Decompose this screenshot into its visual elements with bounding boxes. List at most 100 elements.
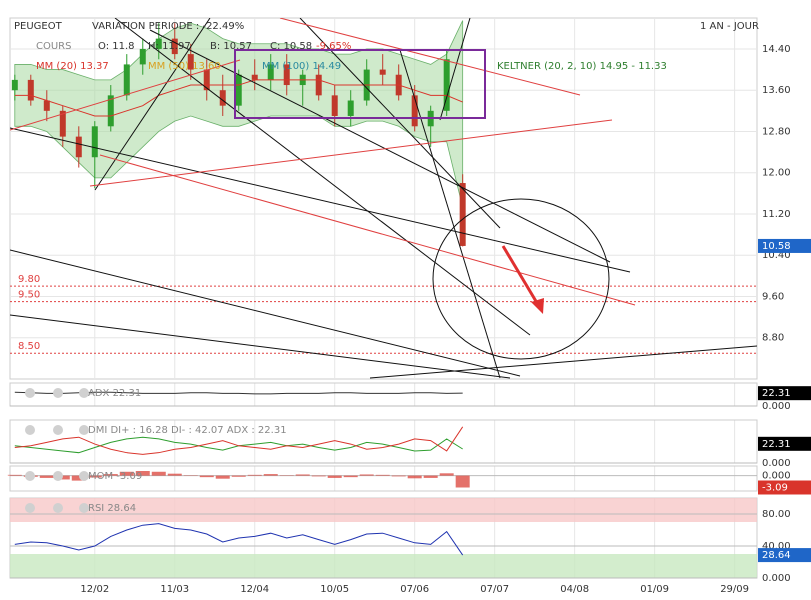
candle-body xyxy=(187,54,194,70)
panel-frame xyxy=(9,465,758,492)
candle-body xyxy=(347,100,354,116)
momentum-bar xyxy=(423,475,438,478)
arrow-head xyxy=(531,298,544,314)
legend-entry: -9.65% xyxy=(316,41,351,52)
y-tick-label: 0.000 xyxy=(762,458,791,469)
moving-average xyxy=(14,79,463,117)
panel-icon xyxy=(79,471,89,481)
momentum-bar xyxy=(295,474,310,476)
momentum-bar xyxy=(87,475,102,478)
candle-body xyxy=(27,79,34,101)
legend-entry: H: 11.97 xyxy=(148,41,191,52)
y-tick-label: 12.80 xyxy=(762,126,791,137)
trendline xyxy=(149,29,611,263)
y-tick-label: 80.00 xyxy=(762,509,791,520)
momentum-bar xyxy=(247,474,262,476)
legend-entry: MM (100) 14.49 xyxy=(262,61,341,72)
momentum-bar xyxy=(327,475,342,478)
trendline xyxy=(439,18,471,121)
overbought-zone xyxy=(10,498,757,522)
trendline xyxy=(10,59,241,131)
y-tick-label: 40.00 xyxy=(762,541,791,552)
chart-title: PEUGEOT xyxy=(14,21,63,32)
trendline xyxy=(99,154,636,306)
trendline xyxy=(279,18,581,96)
indicator-line xyxy=(14,391,463,395)
trendline xyxy=(89,119,613,187)
candle-body xyxy=(43,100,50,111)
candle-body xyxy=(171,38,178,55)
value-tag xyxy=(758,386,811,401)
price-tag xyxy=(758,238,811,253)
legend-entry: COURS xyxy=(36,41,71,52)
chart-subtitle: VARIATION PERIODE : -22.49% xyxy=(92,21,244,32)
momentum-bar xyxy=(231,475,246,477)
legend-entry: B: 10.57 xyxy=(210,41,252,52)
panel-icon xyxy=(79,388,89,398)
candle-body xyxy=(459,183,466,246)
trendline xyxy=(10,314,511,379)
trendline xyxy=(10,127,631,273)
y-tick-label: 8.80 xyxy=(762,333,784,344)
trendline xyxy=(10,249,521,377)
value-tag xyxy=(758,548,811,563)
panel-icon xyxy=(53,471,63,481)
candle-body xyxy=(107,95,114,127)
momentum-bar xyxy=(135,471,150,476)
panel-label: ADX 22.31 xyxy=(88,388,141,399)
value-tag xyxy=(758,436,811,451)
momentum-bar xyxy=(151,471,166,476)
candle-body xyxy=(251,74,258,80)
y-tick-label: 13.60 xyxy=(762,85,791,96)
legend-entry: C: 10.58 xyxy=(270,41,312,52)
y-tick-label: 0.000 xyxy=(762,573,791,584)
momentum-bar xyxy=(391,475,406,477)
candle-body xyxy=(331,95,338,116)
candle-body xyxy=(59,110,66,137)
momentum-bar xyxy=(55,475,70,480)
trendline xyxy=(94,18,211,191)
level-label: 9.80 xyxy=(18,274,40,285)
y-tick-label: 0.000 xyxy=(762,401,791,412)
panel-label: MOM -3.09 xyxy=(88,471,142,482)
value-tag-label: 22.31 xyxy=(762,388,791,399)
candle-body xyxy=(123,64,130,96)
momentum-bar xyxy=(439,473,454,476)
trendline xyxy=(299,18,501,229)
legend-entry: MM (20) 13.37 xyxy=(36,61,109,72)
panel-label: RSI 28.64 xyxy=(88,503,136,514)
panel-icon xyxy=(53,425,63,435)
x-tick-label: 10/05 xyxy=(320,584,349,595)
candle-body xyxy=(283,64,290,86)
base-layer: 14.40 13.60 12.80 12.00 11.20 10.40 9.60 8.80 12… xyxy=(7,18,811,595)
panel-icon xyxy=(53,503,63,513)
indicator-line xyxy=(14,523,464,556)
level-label: 8.50 xyxy=(18,341,40,352)
candle-body xyxy=(443,59,450,111)
candle-body xyxy=(139,48,146,65)
momentum-bar xyxy=(39,475,54,478)
y-tick-label: 14.40 xyxy=(762,44,791,55)
x-tick-label: 04/08 xyxy=(560,584,589,595)
candle-body xyxy=(411,95,418,127)
legend-entry: MM (50) 13.60 xyxy=(148,61,221,72)
trendline xyxy=(399,49,501,379)
panel-icon xyxy=(25,503,35,513)
panel-icon xyxy=(25,388,35,398)
highlight-box xyxy=(234,49,486,119)
period: 1 AN - JOUR xyxy=(700,21,759,32)
arrow-shaft xyxy=(501,245,542,309)
circle-annotation xyxy=(432,198,610,360)
y-tick-label: 9.60 xyxy=(762,291,784,302)
momentum-bar xyxy=(263,474,278,476)
panel-label: DMI DI+ : 16.28 DI- : 42.07 ADX : 22.31 xyxy=(88,425,287,436)
level-label: 9.50 xyxy=(18,290,40,301)
momentum-bar xyxy=(359,474,374,476)
indicator-line xyxy=(14,426,464,455)
momentum-bar xyxy=(119,471,134,476)
x-tick-label: 29/09 xyxy=(720,584,749,595)
momentum-bar xyxy=(215,475,230,479)
momentum-bar xyxy=(407,475,422,479)
y-tick-label: 11.20 xyxy=(762,209,791,220)
